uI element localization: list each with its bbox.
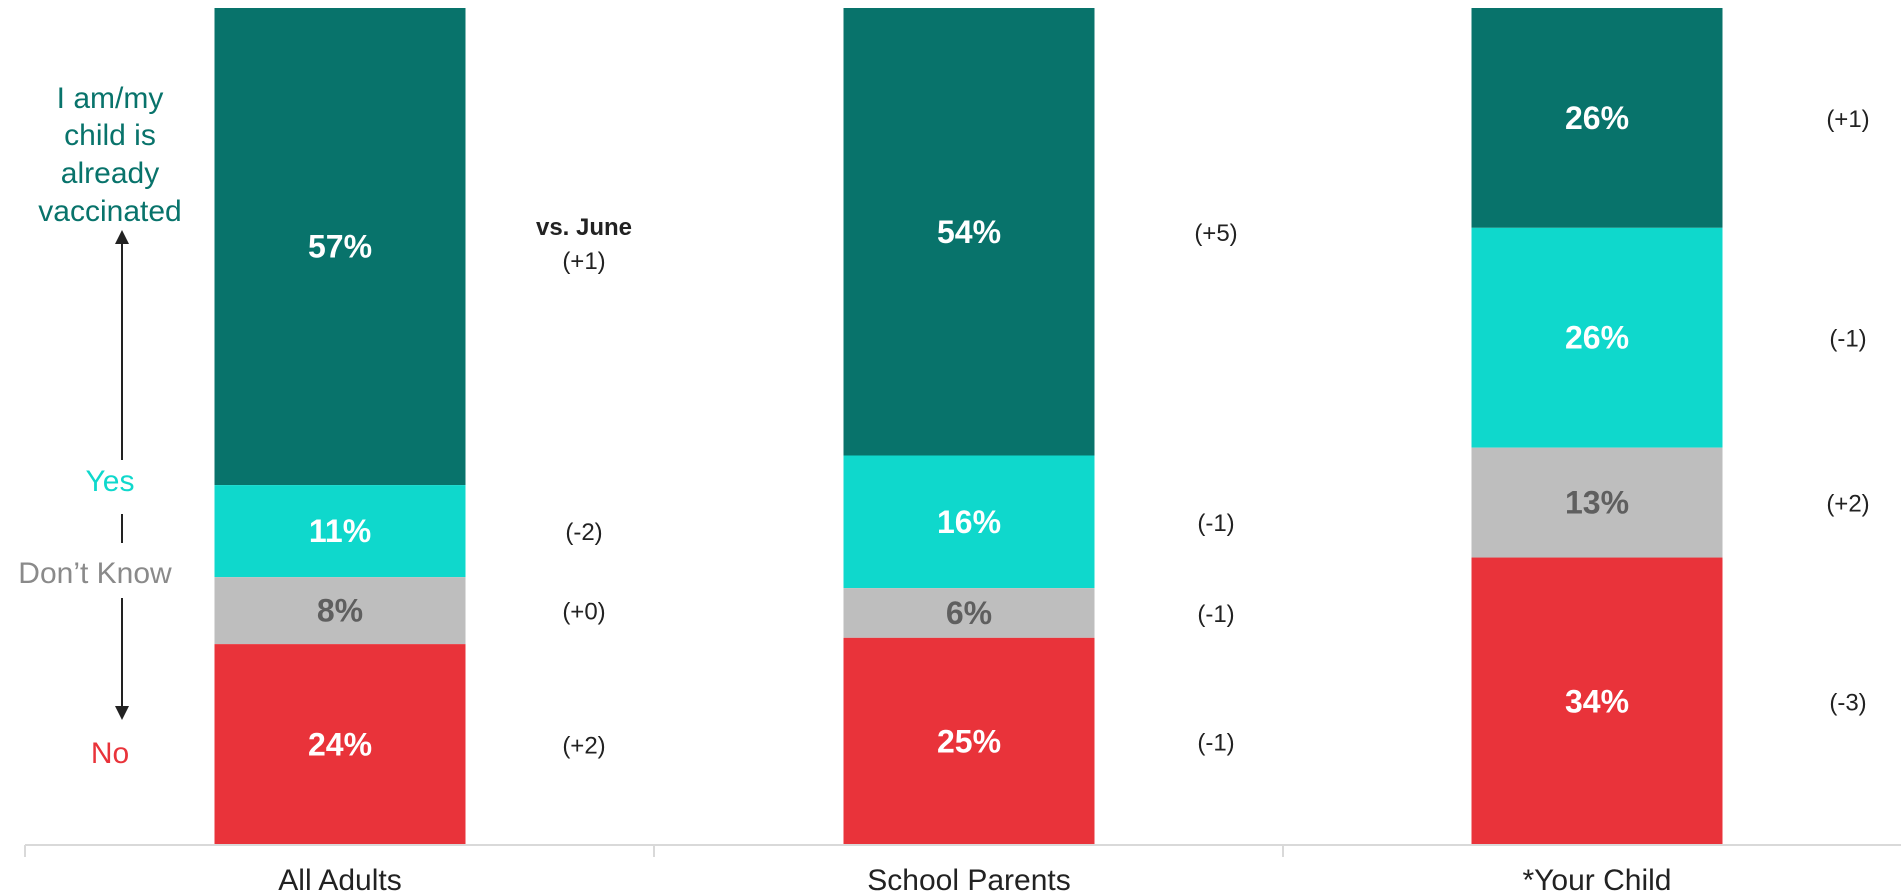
delta-header: vs. June: [536, 214, 632, 241]
bar-segment-dont-know: [843, 588, 1095, 638]
x-axis: [24, 844, 1901, 857]
delta-label: (+2): [1826, 491, 1869, 518]
arrow-up-icon: [115, 230, 129, 244]
delta-label: (-1): [1197, 729, 1234, 756]
legend-no: No: [91, 737, 129, 770]
data-label: 54%: [937, 214, 1001, 250]
data-label: 25%: [937, 723, 1001, 759]
data-label: 26%: [1565, 320, 1629, 356]
bar-segment-no: [1471, 557, 1723, 845]
category-label: All Adults: [278, 864, 401, 896]
legend-dont-know: Don’t Know: [18, 557, 172, 590]
legend-vaccinated-line: vaccinated: [38, 195, 181, 228]
delta-label: (-2): [565, 519, 602, 546]
data-label: 57%: [308, 229, 372, 265]
bar-segment-yes: [1471, 227, 1723, 448]
delta-label: (+1): [562, 248, 605, 275]
data-label: 11%: [309, 513, 371, 549]
bar-segment-yes: [843, 455, 1095, 589]
category-label: School Parents: [867, 864, 1070, 896]
bar-segment-no: [214, 644, 466, 845]
data-label: 16%: [937, 504, 1001, 540]
delta-label: (+0): [562, 599, 605, 626]
data-label: 26%: [1565, 100, 1629, 136]
delta-label: (+1): [1826, 106, 1869, 133]
delta-label: (+5): [1194, 220, 1237, 247]
bar-segment-vaccinated: [843, 8, 1095, 456]
delta-label: (-1): [1829, 326, 1866, 353]
bars-group: 57% 11% 8% 24% 54% 16% 6% 25% 26% 26% 13% 34%: [214, 8, 1723, 845]
data-label: 6%: [946, 595, 992, 631]
delta-labels: (+1) (-2) (+0) (+2) (+5) (-1) (-1) (-1) (+1) (-1)…: [562, 106, 1869, 760]
delta-label: (-3): [1829, 689, 1866, 716]
data-label: 8%: [317, 593, 363, 629]
delta-label: (+2): [562, 733, 605, 760]
legend-vaccinated-line: child is: [64, 119, 156, 152]
data-label: 34%: [1565, 683, 1629, 719]
category-labels: All Adults School Parents *Your Child: [278, 864, 1671, 896]
bar-segment-dont-know: [214, 577, 466, 645]
delta-label: (-1): [1197, 510, 1234, 537]
arrow-down-icon: [115, 706, 129, 720]
bar-segment-yes: [214, 485, 466, 578]
category-label: *Your Child: [1523, 864, 1672, 896]
delta-label: (-1): [1197, 601, 1234, 628]
data-label: 24%: [308, 727, 372, 763]
bar-segment-vaccinated: [1471, 8, 1723, 228]
bar-segment-no: [843, 637, 1095, 845]
bar-segment-vaccinated: [214, 8, 466, 486]
bar-segment-dont-know: [1471, 447, 1723, 558]
data-label: 13%: [1565, 485, 1629, 521]
side-legend: I am/my child is already vaccinated Yes …: [18, 82, 181, 770]
legend-yes: Yes: [86, 465, 135, 498]
legend-vaccinated-line: already: [61, 157, 159, 190]
legend-vaccinated-line: I am/my: [57, 82, 164, 115]
